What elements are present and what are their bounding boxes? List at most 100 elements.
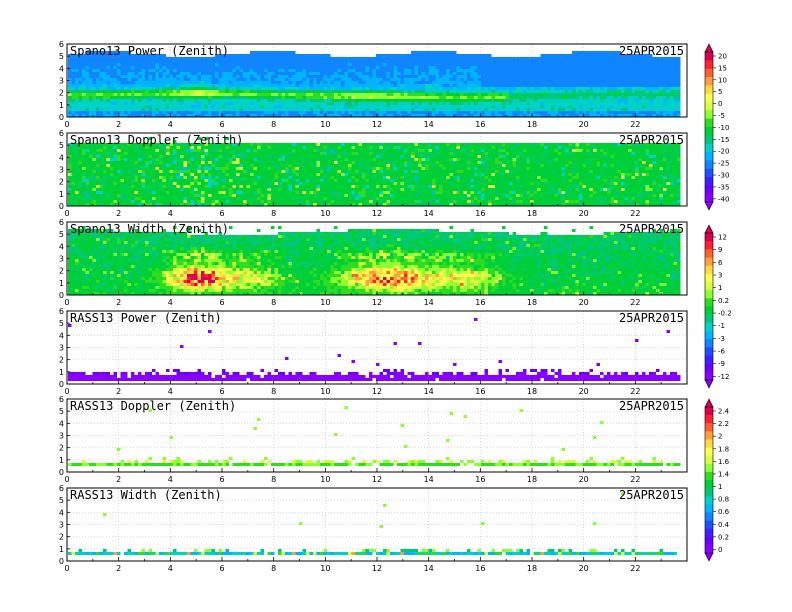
heatmap-cell (323, 84, 327, 87)
heatmap-cell (407, 54, 411, 57)
heatmap-cell (71, 75, 75, 78)
heatmap-cell (631, 72, 635, 75)
heatmap-cell (600, 81, 604, 84)
heatmap-cell (257, 114, 261, 117)
heatmap-cell (390, 111, 394, 114)
heatmap-cell (484, 69, 488, 72)
heatmap-cell (120, 66, 124, 69)
heatmap-cell (141, 111, 145, 114)
heatmap-cell (215, 194, 219, 197)
heatmap-cell (197, 197, 201, 200)
heatmap-cell (642, 57, 646, 60)
heatmap-cell (558, 114, 562, 117)
heatmap-cell (148, 155, 152, 158)
heatmap-cell (645, 84, 649, 87)
heatmap-cell (145, 108, 149, 111)
heatmap-cell (526, 102, 530, 105)
heatmap-cell (225, 161, 229, 164)
heatmap-cell (593, 87, 597, 90)
heatmap-cell (208, 60, 212, 63)
heatmap-cell (484, 75, 488, 78)
heatmap-cell (239, 99, 243, 102)
heatmap-cell (204, 69, 208, 72)
heatmap-cell (183, 108, 187, 111)
heatmap-cell (551, 87, 555, 90)
heatmap-cell (225, 167, 229, 170)
heatmap-cell (572, 114, 576, 117)
heatmap-cell (551, 93, 555, 96)
heatmap-cell (239, 63, 243, 66)
heatmap-cell (593, 114, 597, 117)
heatmap-cell (477, 69, 481, 72)
heatmap-cell (638, 99, 642, 102)
heatmap-cell (323, 54, 327, 57)
heatmap-cell (421, 105, 425, 108)
heatmap-cell (99, 149, 103, 152)
heatmap-cell (439, 84, 443, 87)
heatmap-cell (621, 75, 625, 78)
heatmap-cell (334, 60, 338, 63)
heatmap-cell (460, 99, 464, 102)
heatmap-cell (176, 90, 180, 93)
heatmap-cell (526, 72, 530, 75)
heatmap-cell (166, 146, 170, 149)
heatmap-cell (138, 81, 142, 84)
heatmap-cell (197, 167, 201, 170)
heatmap-cell (593, 102, 597, 105)
heatmap-cell (250, 185, 254, 188)
heatmap-cell (656, 87, 660, 90)
heatmap-cell (635, 93, 639, 96)
heatmap-cell (113, 167, 117, 170)
heatmap-cell (617, 78, 621, 81)
heatmap-cell (341, 75, 345, 78)
heatmap-cell (439, 87, 443, 90)
heatmap-cell (225, 194, 229, 197)
heatmap-cell (670, 84, 674, 87)
heatmap-cell (117, 161, 121, 164)
heatmap-cell (603, 96, 607, 99)
heatmap-cell (278, 66, 282, 69)
heatmap-cell (379, 57, 383, 60)
heatmap-cell (106, 149, 110, 152)
heatmap-cell (295, 111, 299, 114)
heatmap-cell (243, 176, 247, 179)
heatmap-cell (113, 173, 117, 176)
heatmap-cell (502, 72, 506, 75)
heatmap-cell (246, 203, 250, 206)
heatmap-cell (568, 102, 572, 105)
heatmap-cell (120, 170, 124, 173)
heatmap-cell (159, 99, 163, 102)
heatmap-cell (89, 54, 93, 57)
heatmap-cell (540, 96, 544, 99)
heatmap-cell (278, 87, 282, 90)
heatmap-cell (239, 143, 243, 146)
heatmap-cell (512, 99, 516, 102)
heatmap-cell (127, 105, 131, 108)
heatmap-cell (673, 114, 677, 117)
heatmap-cell (159, 63, 163, 66)
heatmap-cell (110, 155, 114, 158)
heatmap-cell (659, 69, 663, 72)
heatmap-cell (260, 63, 264, 66)
heatmap-cell (194, 66, 198, 69)
heatmap-cell (488, 99, 492, 102)
heatmap-cell (166, 149, 170, 152)
heatmap-cell (264, 203, 268, 206)
heatmap-cell (82, 105, 86, 108)
heatmap-cell (99, 81, 103, 84)
heatmap-cell (85, 143, 89, 146)
heatmap-cell (78, 158, 82, 161)
heatmap-cell (561, 105, 565, 108)
heatmap-cell (141, 57, 145, 60)
heatmap-cell (253, 105, 257, 108)
heatmap-cell (285, 78, 289, 81)
heatmap-cell (99, 57, 103, 60)
heatmap-cell (141, 167, 145, 170)
heatmap-cell (106, 185, 110, 188)
heatmap-cell (187, 152, 191, 155)
heatmap-cell (309, 57, 313, 60)
heatmap-cell (159, 72, 163, 75)
heatmap-cell (96, 164, 100, 167)
heatmap-cell (211, 188, 215, 191)
heatmap-cell (540, 114, 544, 117)
